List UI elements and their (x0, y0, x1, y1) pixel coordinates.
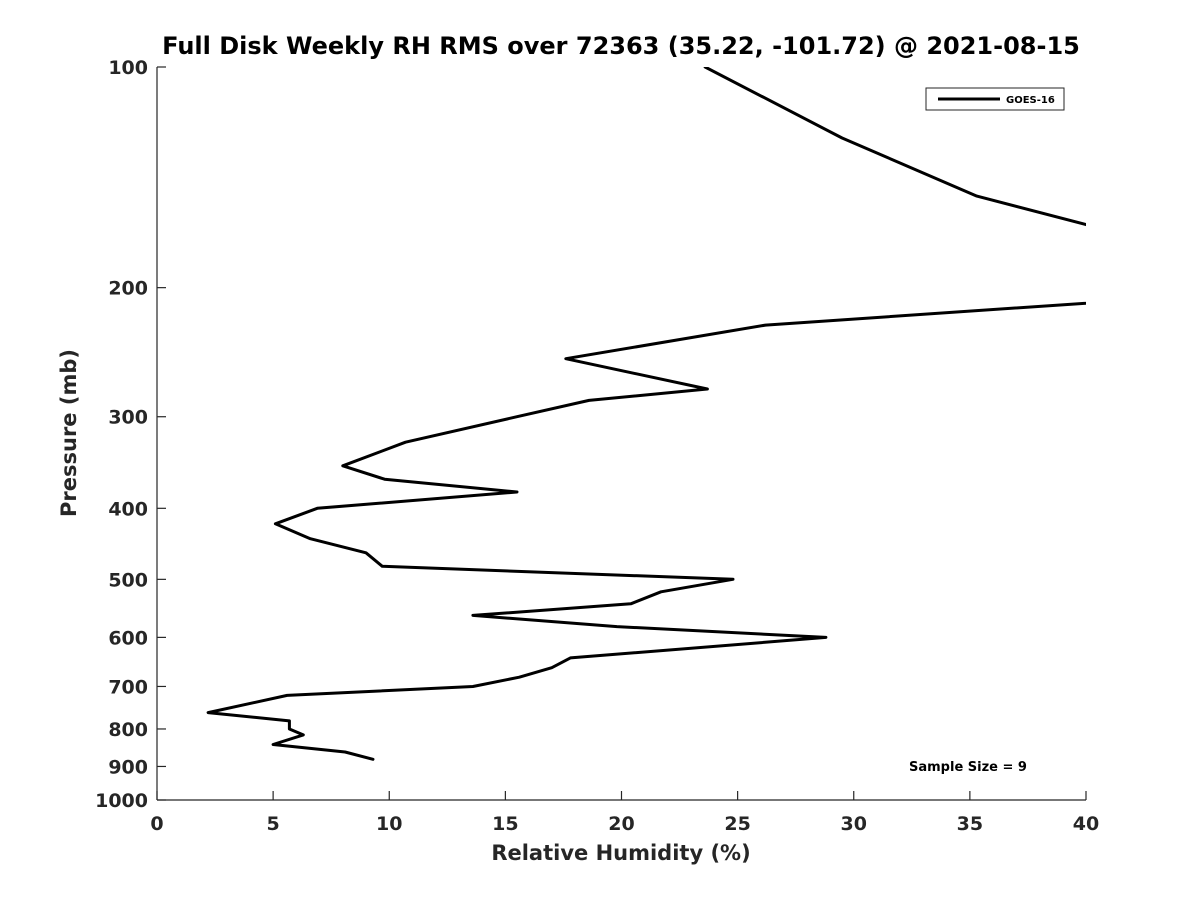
x-tick-label: 5 (267, 813, 280, 835)
x-ticks: 0 5 10 15 20 25 30 35 40 (150, 791, 1099, 835)
x-tick-label: 35 (957, 813, 983, 835)
x-tick-label: 40 (1073, 813, 1099, 835)
x-tick-label: 15 (492, 813, 518, 835)
series-line-goes-16 (206, 67, 1086, 761)
chart-title: Full Disk Weekly RH RMS over 72363 (35.2… (162, 32, 1080, 60)
y-tick-label: 200 (108, 278, 148, 300)
y-tick-label: 700 (108, 676, 148, 698)
y-axis-label: Pressure (mb) (57, 349, 81, 517)
y-tick-label: 900 (108, 756, 148, 778)
series-layer (206, 67, 1086, 761)
legend: GOES-16 (925, 87, 1065, 111)
y-tick-label: 100 (108, 57, 148, 79)
x-tick-label: 20 (608, 813, 634, 835)
x-axis-label: Relative Humidity (%) (491, 841, 750, 865)
y-tick-label: 600 (108, 627, 148, 649)
plot-area (156, 67, 1086, 801)
y-ticks: 100 200 300 400 500 600 700 800 900 1000 (95, 57, 166, 812)
legend-label-goes-16: GOES-16 (1006, 95, 1055, 106)
x-tick-label: 30 (841, 813, 867, 835)
y-tick-label: 400 (108, 498, 148, 520)
y-tick-label: 1000 (95, 790, 148, 812)
x-tick-label: 10 (376, 813, 402, 835)
y-tick-label: 500 (108, 569, 148, 591)
y-tick-label: 800 (108, 719, 148, 741)
x-tick-label: 0 (150, 813, 163, 835)
y-tick-label: 300 (108, 407, 148, 429)
x-tick-label: 25 (724, 813, 750, 835)
sample-size-annotation: Sample Size = 9 (909, 760, 1027, 775)
